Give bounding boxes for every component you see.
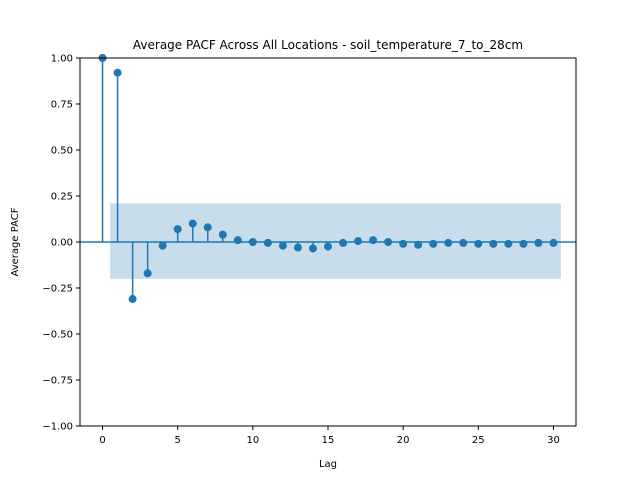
x-tick-label: 10 <box>246 435 259 446</box>
data-point <box>203 223 212 232</box>
data-point <box>158 241 167 250</box>
data-point <box>248 238 257 246</box>
x-tick-label: 15 <box>322 435 335 446</box>
y-tick-label: 0.00 <box>51 238 73 249</box>
x-tick-label: 30 <box>547 435 560 446</box>
x-tick-label: 0 <box>99 435 105 446</box>
data-point <box>504 239 513 248</box>
y-tick-label: −0.50 <box>42 330 73 341</box>
x-tick-label: 5 <box>175 435 181 446</box>
y-tick-label: 0.50 <box>51 146 73 157</box>
data-point <box>519 239 528 248</box>
y-tick-label: −0.25 <box>42 284 73 295</box>
data-point <box>128 295 137 304</box>
y-tick-label: 1.00 <box>51 54 73 65</box>
data-point <box>444 238 453 247</box>
x-tick-label: 20 <box>397 435 410 446</box>
data-point <box>339 238 348 247</box>
data-point <box>278 241 287 250</box>
data-point <box>414 240 423 249</box>
data-point <box>293 243 302 252</box>
data-point <box>233 236 242 245</box>
data-point <box>369 236 378 245</box>
data-point <box>113 68 122 77</box>
chart-title: Average PACF Across All Locations - soil… <box>133 38 523 52</box>
x-tick-label: 25 <box>472 435 485 446</box>
y-axis-label: Average PACF <box>10 207 21 276</box>
y-tick-label: 0.25 <box>51 192 73 203</box>
data-point <box>429 239 438 248</box>
data-point <box>549 238 558 247</box>
data-point <box>263 238 272 247</box>
data-point <box>399 239 408 248</box>
y-tick-label: −0.75 <box>42 376 73 387</box>
data-point <box>188 219 197 228</box>
data-point <box>534 238 543 247</box>
confidence-band <box>110 203 561 279</box>
y-tick-label: −1.00 <box>42 422 73 433</box>
data-point <box>489 239 498 248</box>
y-tick-label: 0.75 <box>51 100 73 111</box>
data-point <box>218 230 227 239</box>
data-point <box>308 244 317 253</box>
data-point <box>143 269 152 278</box>
data-point <box>354 237 363 246</box>
data-point <box>459 238 468 247</box>
data-point <box>324 242 332 251</box>
data-point <box>384 238 393 246</box>
data-point <box>173 225 182 234</box>
x-axis-label: Lag <box>319 459 337 470</box>
data-point <box>474 239 483 248</box>
